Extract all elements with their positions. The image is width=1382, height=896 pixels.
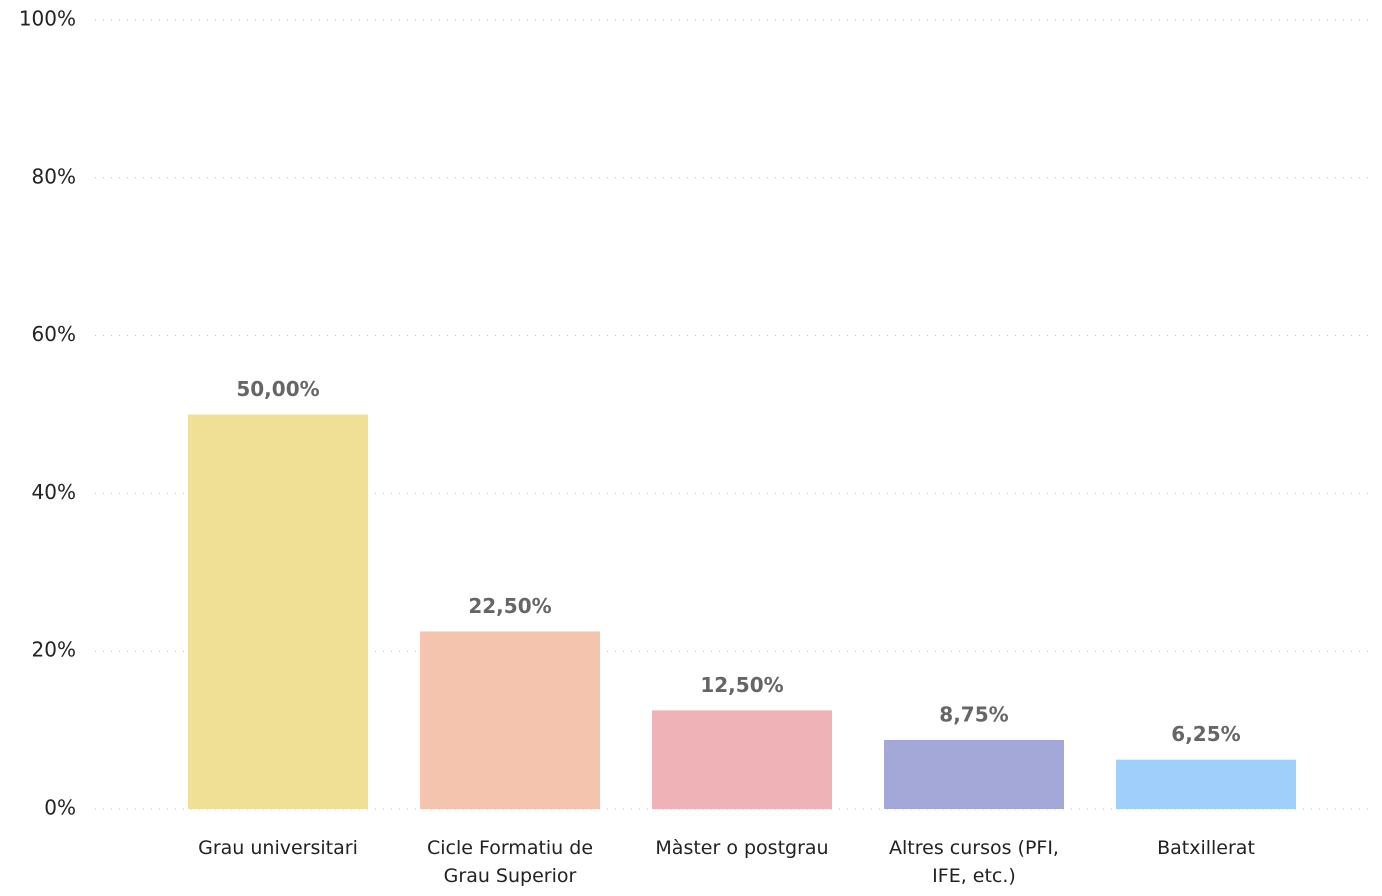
- y-tick-label: 0%: [44, 796, 76, 820]
- x-tick-label: Cicle Formatiu de Grau Superior: [426, 837, 594, 887]
- bar: [420, 631, 600, 809]
- y-tick-label: 100%: [19, 7, 76, 31]
- x-tick-label: Batxillerat: [1157, 837, 1255, 859]
- x-tick-label: Màster o postgrau: [655, 837, 829, 859]
- value-label: 50,00%: [236, 377, 319, 401]
- bar: [1116, 759, 1296, 809]
- y-tick-label: 20%: [32, 638, 76, 662]
- bar: [652, 710, 832, 809]
- value-label: 22,50%: [468, 594, 551, 618]
- y-tick-label: 40%: [32, 480, 76, 504]
- y-tick-label: 80%: [32, 164, 76, 188]
- bar: [884, 739, 1064, 809]
- value-label: 12,50%: [700, 673, 783, 697]
- x-tick-label: Altres cursos (PFI, IFE, etc.): [889, 837, 1059, 887]
- value-label: 6,25%: [1171, 722, 1240, 746]
- y-tick-label: 60%: [32, 322, 76, 346]
- bar: [188, 414, 368, 809]
- value-label: 8,75%: [939, 702, 1008, 726]
- x-tick-label: Grau universitari: [198, 837, 358, 859]
